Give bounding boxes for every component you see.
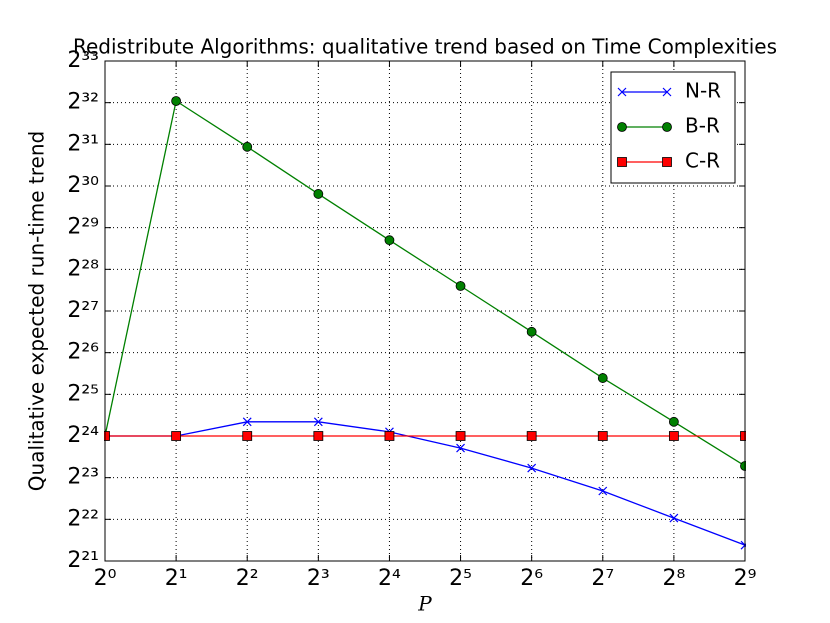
marker [384, 235, 395, 246]
y-tick-label: 2²¹ [67, 548, 99, 573]
x-tick-label: 2¹ [165, 566, 188, 591]
marker [668, 416, 679, 427]
y-tick-label: 2²² [67, 506, 99, 531]
y-tick-label: 2³² [67, 90, 99, 115]
x-tick-label: 2⁸ [662, 566, 685, 591]
marker [242, 431, 253, 441]
y-tick-label: 2³³ [67, 48, 99, 73]
marker [597, 431, 608, 441]
legend-marker [617, 87, 627, 97]
legend-label: B-R [685, 114, 720, 138]
x-tick-label: 2³ [307, 566, 330, 591]
y-tick-label: 2³¹ [67, 131, 99, 156]
legend-marker [617, 122, 627, 132]
marker [526, 431, 537, 441]
marker [456, 443, 465, 453]
marker [526, 326, 537, 337]
series-line [105, 421, 746, 546]
legend-marker [662, 87, 672, 97]
marker [313, 189, 324, 199]
marker [455, 281, 466, 291]
legend-marker [662, 122, 672, 132]
x-axis-label: P [417, 592, 432, 616]
y-tick-label: 2²⁷ [67, 298, 99, 323]
marker [242, 417, 252, 427]
y-tick-label: 2²⁹ [67, 215, 99, 240]
legend-label: C-R [685, 149, 720, 173]
chart-title: Redistribute Algorithms: qualitative tre… [73, 35, 777, 59]
series-line [104, 99, 746, 467]
y-tick-label: 2²⁶ [67, 340, 99, 365]
legend: N-R B-R C-R [610, 71, 736, 184]
marker [313, 417, 323, 427]
legend-marker [617, 157, 627, 167]
marker [669, 513, 679, 523]
legend-marker [662, 157, 672, 167]
y-axis-label: Qualitative expected run-time trend [25, 131, 49, 491]
marker [597, 373, 608, 383]
x-tick-label: 2⁴ [378, 566, 401, 591]
marker [384, 431, 395, 441]
y-tick-label: 2²⁴ [67, 423, 99, 448]
marker [171, 431, 182, 441]
y-tick-label: 2²⁸ [67, 256, 99, 281]
x-tick-label: 2⁹ [734, 566, 757, 591]
y-tick-label: 2²⁵ [67, 381, 99, 406]
legend-label: N-R [685, 79, 721, 103]
marker [242, 141, 253, 152]
marker [455, 431, 466, 441]
y-tick-label: 2²³ [67, 465, 99, 490]
marker [668, 431, 679, 441]
y-tick-label: 2³⁰ [67, 173, 99, 198]
x-tick-label: 2⁷ [591, 566, 614, 591]
marker [598, 486, 608, 496]
x-tick-label: 2⁰ [94, 566, 117, 591]
marker [527, 463, 537, 473]
marker [171, 96, 182, 106]
x-tick-label: 2² [236, 566, 259, 591]
x-tick-label: 2⁶ [520, 566, 543, 591]
x-tick-label: 2⁵ [449, 566, 472, 591]
plot-frame [104, 60, 746, 562]
marker [313, 431, 324, 441]
